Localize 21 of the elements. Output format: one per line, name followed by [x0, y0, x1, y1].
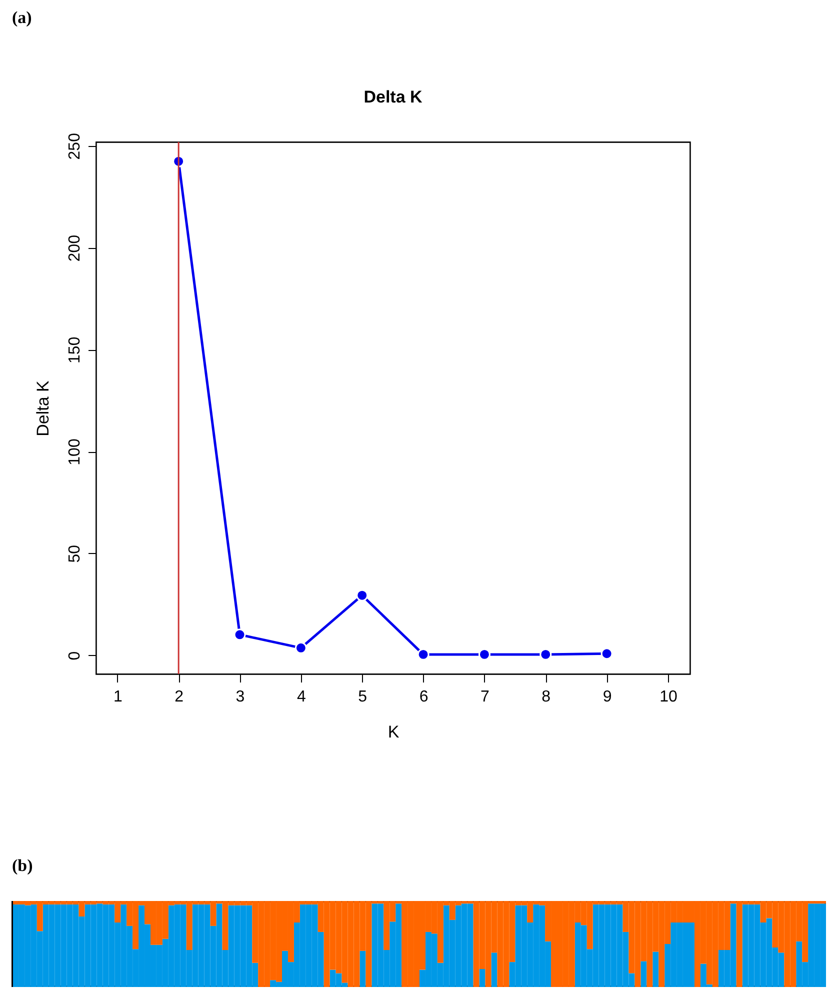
x-tick-label: 8: [542, 688, 551, 706]
y-tick-label: 50: [66, 544, 84, 563]
y-tick-label: 200: [66, 234, 84, 262]
chart-title: Delta K: [364, 88, 424, 107]
x-tick-label: 3: [236, 688, 245, 706]
x-tick-label: 6: [419, 688, 428, 706]
x-tick-label: 9: [602, 688, 612, 706]
text: (a): [12, 8, 32, 28]
x-tick-label: 1: [113, 688, 122, 706]
x-tick-label: 5: [358, 688, 368, 706]
x-tick-label: 4: [296, 688, 306, 706]
x-tick-label: 7: [480, 688, 490, 706]
y-tick-label: 150: [66, 336, 84, 364]
y-tick-label: 250: [66, 132, 84, 160]
text: (b): [12, 856, 33, 876]
y-axis-title: Delta K: [34, 380, 52, 436]
y-tick-label: 100: [66, 438, 84, 466]
x-tick-label: 2: [174, 688, 184, 706]
x-axis-title: K: [388, 722, 400, 742]
x-tick-label: 10: [660, 688, 678, 706]
y-tick-label: 0: [66, 651, 84, 660]
